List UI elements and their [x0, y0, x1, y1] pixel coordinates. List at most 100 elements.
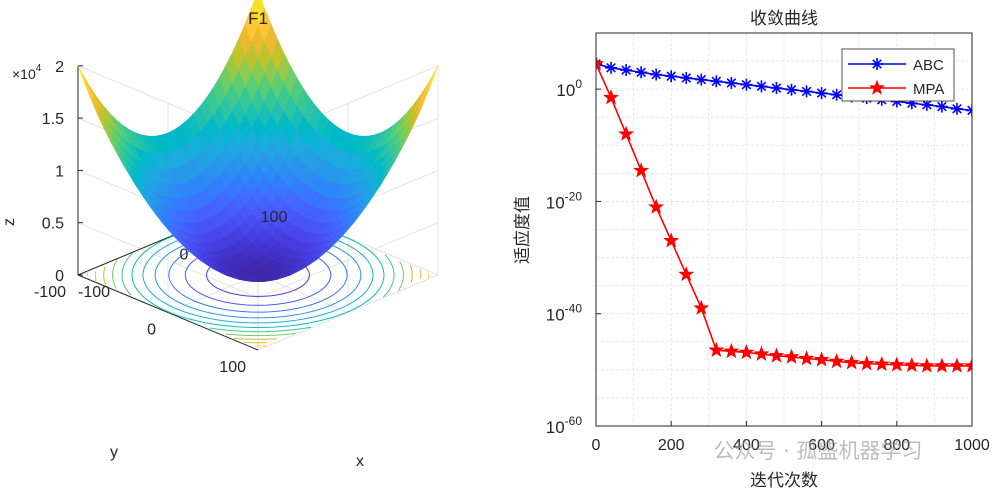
contour-ring [409, 264, 413, 283]
z-multiplier-exponent: 4 [36, 63, 42, 74]
contour-ring [233, 338, 277, 340]
data-point [695, 73, 708, 86]
data-point [949, 357, 965, 373]
legend: ABC MPA [841, 48, 955, 102]
watermark: 公众号 · 孤盛机器学习 [713, 439, 922, 463]
data-point [648, 198, 665, 214]
data-point [798, 350, 815, 366]
data-point [710, 75, 723, 88]
y-tick-label: 100 [219, 359, 246, 376]
data-point [633, 162, 650, 178]
data-point [723, 342, 740, 359]
data-point [740, 78, 753, 91]
y-tick-label: 10-20 [546, 189, 583, 212]
data-point [858, 355, 875, 371]
contour-ring [225, 333, 296, 337]
data-point [830, 88, 843, 101]
data-point [964, 357, 972, 373]
data-point [635, 66, 648, 79]
z-tick-label: 2 [55, 59, 64, 76]
surface-patch [84, 77, 98, 106]
iterations-axis-label: 迭代次数 [750, 471, 818, 489]
x-tick-label: -100 [78, 284, 110, 301]
contour-ring [103, 267, 107, 286]
z-tick-label: 1.5 [42, 111, 64, 128]
z-tick-label: 0.5 [42, 216, 64, 233]
data-point [725, 76, 738, 89]
data-point [785, 83, 798, 96]
x-tick-label: 0 [592, 437, 601, 454]
z-multiplier-base: ×10 [12, 66, 36, 82]
legend-entry-mpa: MPA [848, 79, 944, 98]
data-point [813, 351, 830, 367]
data-point [680, 71, 693, 84]
convergence-plot: 0 200 400 600 800 1000 100 10-20 10-40 10-60 收敛曲线… [513, 9, 990, 489]
x-tick-label: 1000 [954, 437, 990, 454]
z-axis-label: z [1, 218, 18, 226]
data-point [843, 354, 860, 370]
data-point [800, 85, 813, 98]
data-point [618, 125, 635, 141]
data-point [663, 232, 680, 248]
axes-frame [595, 32, 973, 427]
data-point [603, 89, 619, 105]
contour-ring [382, 254, 395, 298]
x-tick-label: 600 [808, 437, 835, 454]
fitness-axis-label: 适应度值 [513, 196, 533, 264]
y-axis-label: y [110, 444, 118, 461]
x-tick-label: 200 [658, 437, 685, 454]
data-point [935, 100, 948, 113]
data-point [888, 356, 905, 372]
series-layer [596, 55, 972, 373]
surface-mesh [77, 0, 439, 282]
z-tick-label: 1 [55, 163, 64, 180]
legend-entry-abc: ABC [848, 57, 944, 74]
data-point [596, 55, 604, 71]
contour-ring [209, 326, 312, 333]
data-point [918, 357, 935, 373]
contour-ring [121, 252, 134, 296]
data-point [650, 68, 663, 81]
data-point [708, 341, 725, 357]
y-tick-label: 10-40 [546, 302, 583, 325]
convergence-title: 收敛曲线 [750, 9, 818, 29]
surface-title: F1 [248, 9, 268, 28]
data-point [828, 353, 845, 369]
data-point [665, 70, 678, 83]
z-multiplier: ×104 [12, 63, 42, 82]
data-point [620, 64, 633, 77]
surface-patch [418, 77, 432, 106]
data-point [693, 299, 710, 315]
x-tick-label: 100 [261, 209, 288, 226]
data-point [950, 102, 963, 115]
axis-ticks: 0 200 400 600 800 1000 100 10-20 10-40 10-60 [546, 77, 990, 454]
data-point [933, 357, 950, 373]
data-point [738, 344, 755, 360]
y-tick-label: -100 [34, 284, 66, 301]
data-point [605, 61, 618, 74]
y-tick-label: 0 [147, 322, 156, 339]
y-tick-label: 100 [556, 77, 582, 100]
contour-ring [94, 271, 97, 281]
legend-label: MPA [913, 81, 944, 98]
x-tick-label: 0 [180, 247, 189, 264]
legend-box [841, 48, 955, 102]
x-tick-label: 400 [733, 437, 760, 454]
data-point [783, 348, 800, 364]
contour-ring [398, 261, 404, 291]
data-point [755, 80, 768, 93]
data-point [903, 357, 920, 373]
data-point [678, 266, 695, 282]
data-point [873, 355, 890, 372]
data-point [815, 87, 828, 100]
data-point [768, 347, 785, 363]
legend-label: ABC [913, 57, 944, 74]
data-point [753, 345, 770, 361]
data-point [770, 82, 783, 95]
contour-ring [419, 269, 422, 279]
contour-ring [112, 259, 118, 289]
surface-patch [251, 0, 265, 26]
